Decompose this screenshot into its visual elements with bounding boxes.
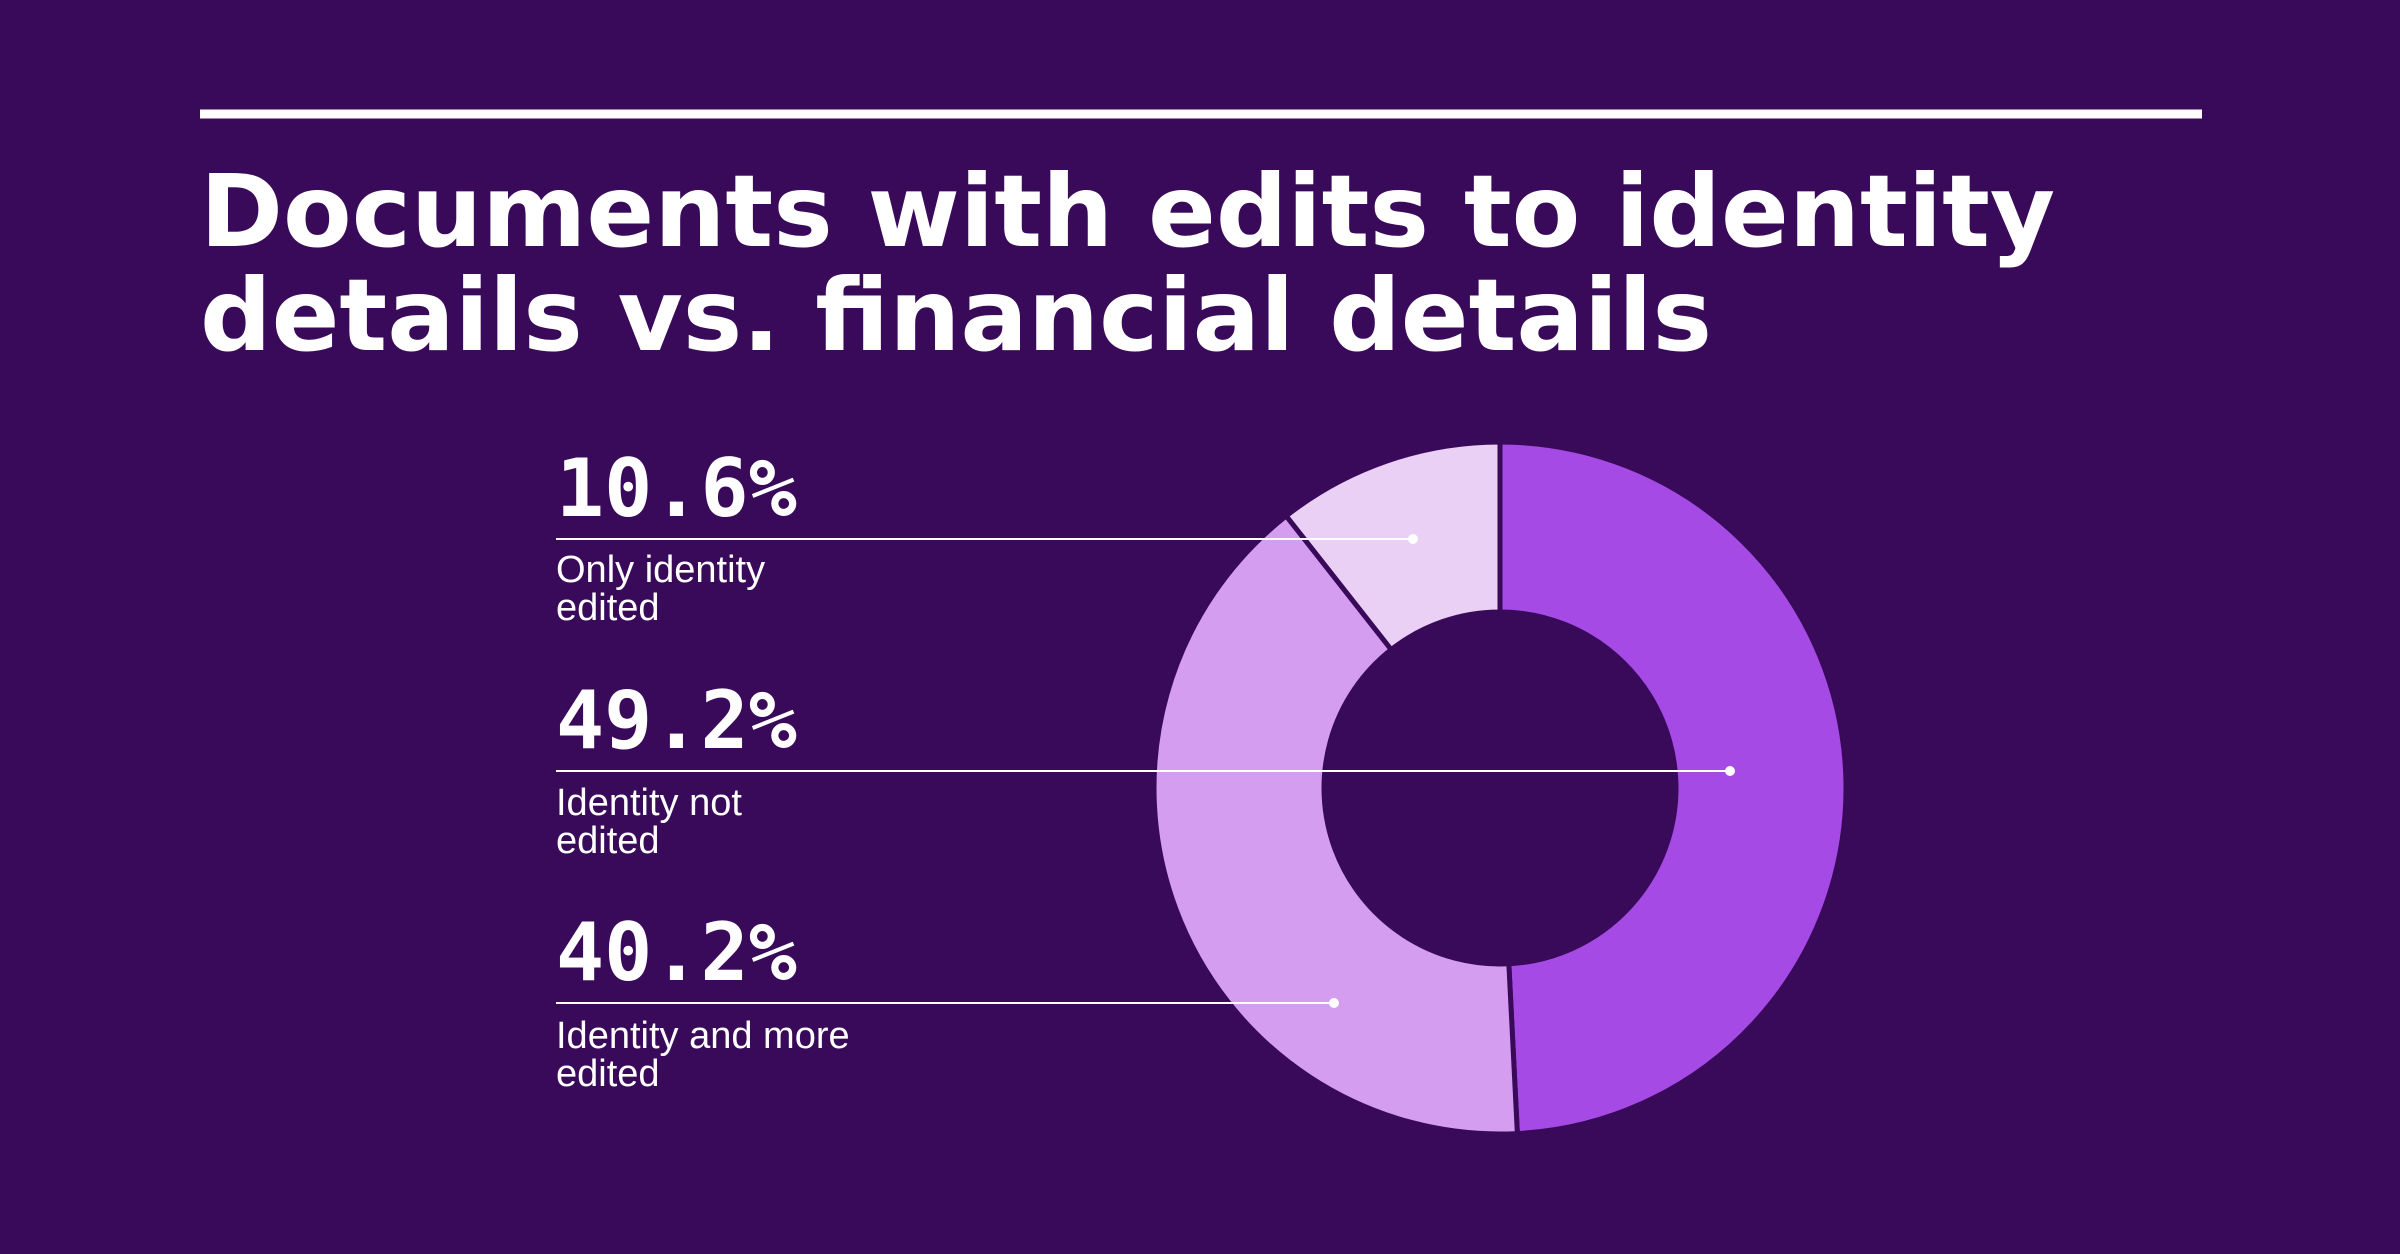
leader-dot [1408,534,1418,544]
slice-value-label: 49.2% [556,674,797,767]
slice-only-identity [1283,439,1503,653]
leader-dot [1329,998,1339,1008]
chart-title: Documents with edits to identity details… [200,153,2090,374]
slice-category-label: Identity and more edited [556,1015,860,1095]
legend-item-only-identity: 10.6% Only identity edited [556,442,1418,629]
legend-item-identity-and-more: 40.2% Identity and more edited [556,906,1339,1095]
chart-title-line-1: Documents with edits to identity [200,153,2055,270]
slice-category-label: Only identity edited [556,549,776,629]
slice-identity-and-more [1151,513,1520,1137]
leader-dot [1725,766,1735,776]
donut-slices [1151,439,1849,1137]
slice-value-label: 40.2% [556,906,797,999]
slice-category-label: Identity not edited [556,782,752,862]
slice-identity-not-edited [1497,439,1849,1137]
legend-item-identity-not-edited: 49.2% Identity not edited [556,674,1735,862]
chart-title-line-2: details vs. financial details [200,257,1712,374]
slice-value-label: 10.6% [556,442,797,535]
